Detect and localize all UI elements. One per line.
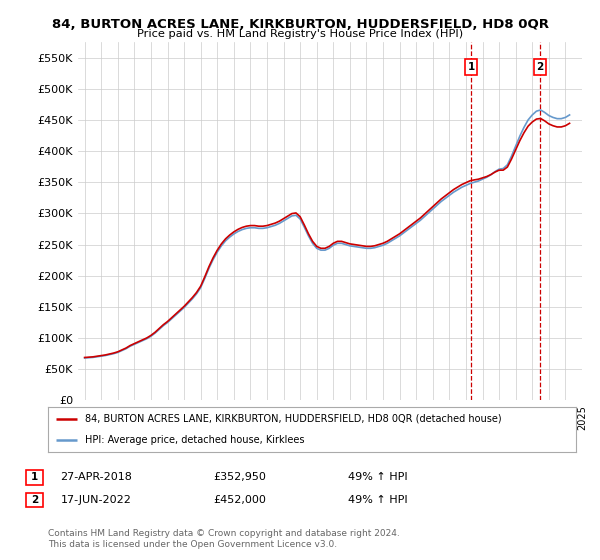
Text: 27-APR-2018: 27-APR-2018 <box>60 472 132 482</box>
Text: 49% ↑ HPI: 49% ↑ HPI <box>348 494 408 505</box>
Text: 17-JUN-2022: 17-JUN-2022 <box>61 494 131 505</box>
Text: 1: 1 <box>467 62 475 72</box>
Text: £452,000: £452,000 <box>214 494 266 505</box>
Text: 49% ↑ HPI: 49% ↑ HPI <box>348 472 408 482</box>
Text: HPI: Average price, detached house, Kirklees: HPI: Average price, detached house, Kirk… <box>85 435 304 445</box>
Text: 84, BURTON ACRES LANE, KIRKBURTON, HUDDERSFIELD, HD8 0QR: 84, BURTON ACRES LANE, KIRKBURTON, HUDDE… <box>52 18 548 31</box>
Text: 2: 2 <box>31 494 38 505</box>
Text: 1: 1 <box>31 472 38 482</box>
Text: Price paid vs. HM Land Registry's House Price Index (HPI): Price paid vs. HM Land Registry's House … <box>137 29 463 39</box>
Text: £352,950: £352,950 <box>214 472 266 482</box>
Text: 2: 2 <box>536 62 544 72</box>
Text: 84, BURTON ACRES LANE, KIRKBURTON, HUDDERSFIELD, HD8 0QR (detached house): 84, BURTON ACRES LANE, KIRKBURTON, HUDDE… <box>85 414 502 424</box>
Text: Contains HM Land Registry data © Crown copyright and database right 2024.
This d: Contains HM Land Registry data © Crown c… <box>48 529 400 549</box>
